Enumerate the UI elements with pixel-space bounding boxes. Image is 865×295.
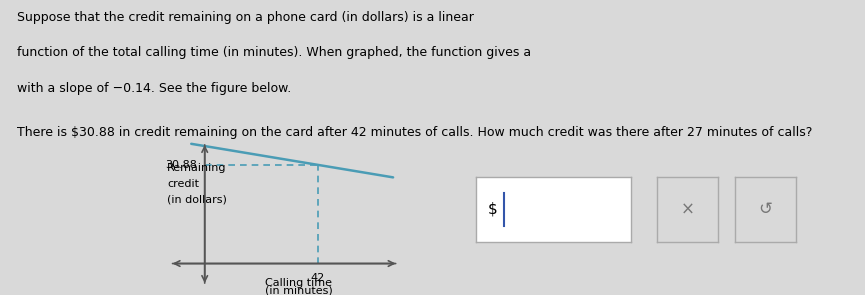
Text: $: $ [488, 202, 498, 217]
Text: There is $30.88 in credit remaining on the card after 42 minutes of calls. How m: There is $30.88 in credit remaining on t… [17, 126, 813, 139]
Text: 42: 42 [311, 273, 325, 283]
Text: with a slope of −0.14. See the figure below.: with a slope of −0.14. See the figure be… [17, 82, 292, 95]
Text: (in minutes): (in minutes) [265, 286, 333, 295]
Text: Remaining: Remaining [167, 163, 227, 173]
Text: function of the total calling time (in minutes). When graphed, the function give: function of the total calling time (in m… [17, 46, 535, 60]
Text: credit: credit [167, 179, 199, 189]
Text: 30.88: 30.88 [164, 160, 196, 170]
Text: ↺: ↺ [759, 200, 772, 219]
Text: Suppose that the credit remaining on a phone card (in dollars) is a linear: Suppose that the credit remaining on a p… [17, 11, 478, 24]
Text: Calling time: Calling time [266, 278, 332, 288]
Text: ×: × [681, 200, 695, 219]
Text: (in dollars): (in dollars) [167, 195, 227, 205]
